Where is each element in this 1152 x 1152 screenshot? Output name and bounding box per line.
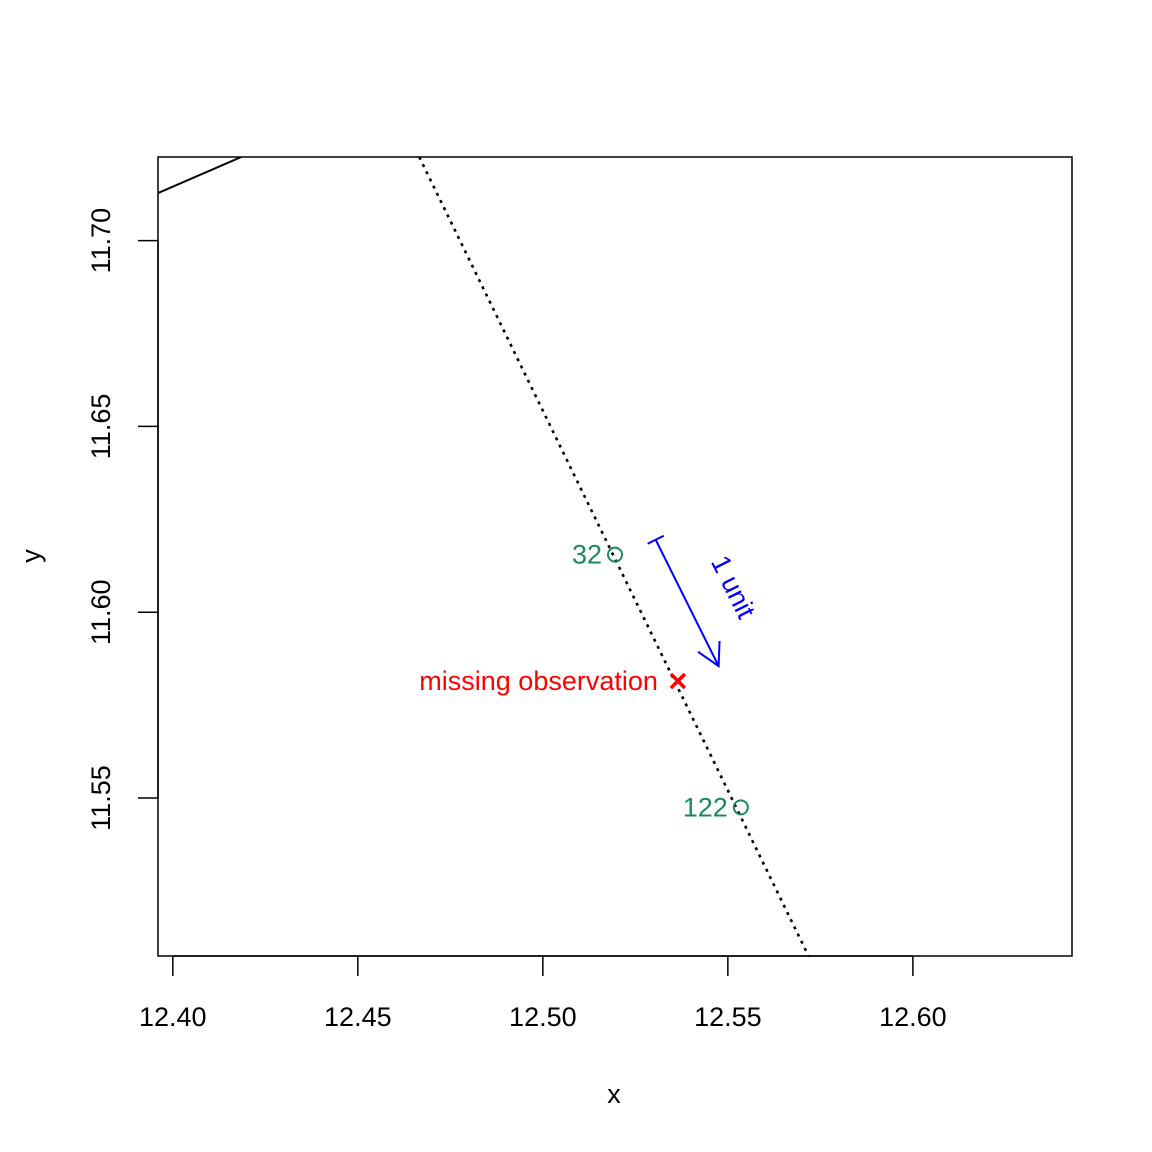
x-tick-label: 12.55 (694, 1002, 762, 1032)
x-tick-label: 12.60 (879, 1002, 947, 1032)
y-tick-label: 11.70 (86, 208, 116, 274)
point-label: 122 (683, 792, 728, 822)
y-tick-label: 11.60 (86, 579, 116, 645)
unit-arrow-label: 1 unit (705, 551, 762, 624)
plot-content (158, 157, 810, 956)
x-tick-label: 12.45 (324, 1002, 392, 1032)
y-axis: 11.55 11.60 11.65 11.70 (86, 208, 159, 831)
y-tick-label: 11.65 (86, 394, 116, 460)
x-axis: 12.40 12.45 12.50 12.55 12.60 (139, 955, 947, 1032)
x-axis-label: x (607, 1079, 621, 1109)
series-line-1 (418, 157, 810, 956)
point-32 (607, 546, 623, 563)
y-axis-label: y (16, 549, 46, 563)
point-label: 32 (572, 540, 602, 570)
unit-arrow-head (697, 641, 721, 668)
missing-observation-marker (669, 672, 687, 690)
unit-arrow-shaft (654, 539, 720, 667)
series-line-0 (158, 157, 242, 194)
point-122 (732, 799, 749, 816)
plot-frame (157, 156, 1073, 957)
annotations: 32 122 missing observation 1 unit (419, 534, 762, 822)
x-tick-label: 12.40 (139, 1002, 207, 1032)
x-tick-label: 12.50 (509, 1002, 577, 1032)
missing-observation-label: missing observation (419, 666, 658, 696)
unit-arrow-start-bar (647, 534, 665, 545)
y-tick-label: 11.55 (86, 765, 116, 831)
